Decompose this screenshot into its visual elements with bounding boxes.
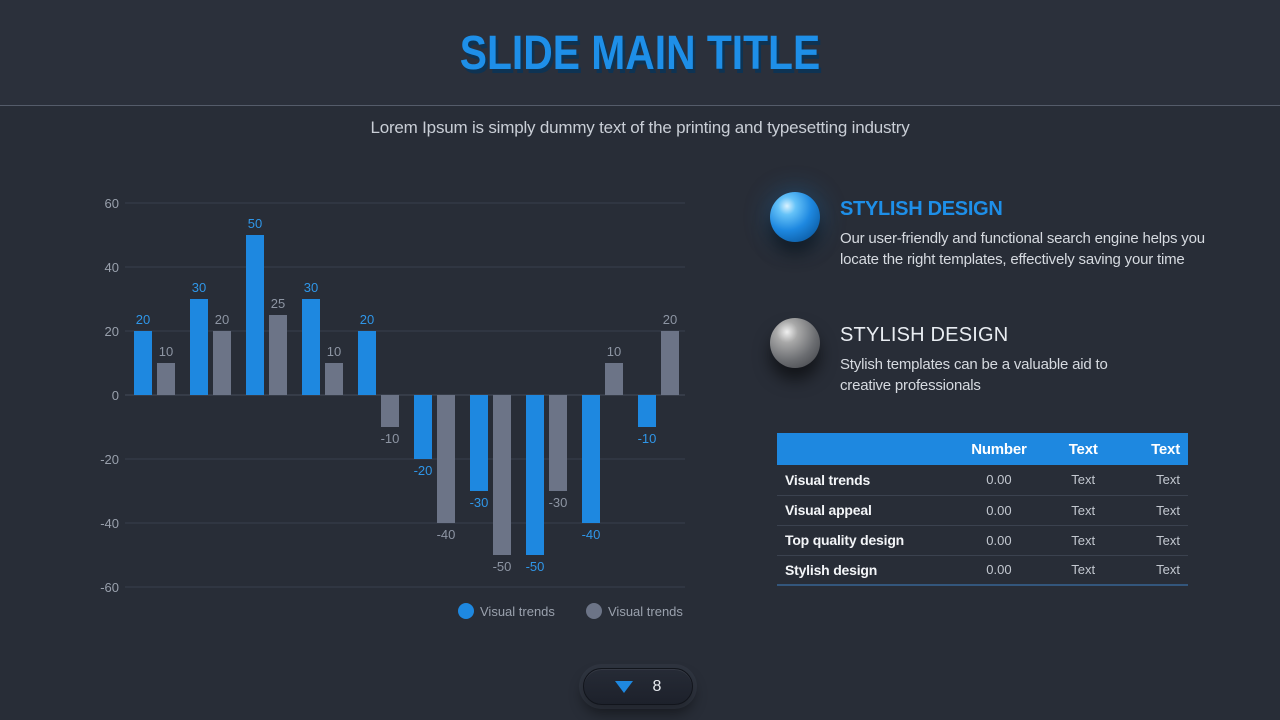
bar-value-label: -30: [470, 495, 489, 510]
y-tick-label: -40: [100, 516, 119, 531]
feature-body: Stylish templates can be a valuable aid …: [840, 356, 1108, 395]
row-label: Visual appeal: [777, 495, 950, 526]
chart-bar: [246, 235, 264, 395]
chart-bar: [638, 395, 656, 427]
table-header-cell: [777, 433, 950, 465]
chart-bar: [414, 395, 432, 459]
legend-swatch: [586, 603, 602, 619]
legend-label: Visual trends: [608, 604, 683, 619]
blue-sphere-icon: [770, 192, 820, 242]
chart-bar: [661, 331, 679, 395]
gray-sphere-icon: [770, 318, 820, 368]
row-text: Text: [1118, 495, 1188, 526]
row-number: 0.00: [949, 525, 1049, 556]
chart-bar: [470, 395, 488, 491]
bar-value-label: 10: [159, 344, 173, 359]
bar-value-label: -40: [437, 527, 456, 542]
row-number: 0.00: [949, 495, 1049, 526]
row-text: Text: [1118, 525, 1188, 556]
bar-value-label: -30: [549, 495, 568, 510]
bar-value-label: -10: [638, 431, 657, 446]
bar-chart: 60 40 20 0 -20 -40 -60 20 30 50 30 20 -20 -30 -50 -40 -1…: [100, 196, 685, 619]
page-nav-button[interactable]: 8: [583, 668, 693, 705]
chart-bar: [605, 363, 623, 395]
legend-label: Visual trends: [480, 604, 555, 619]
chart-bar: [134, 331, 152, 395]
bar-value-label: 50: [248, 216, 262, 231]
bar-value-label: -20: [414, 463, 433, 478]
bar-value-label: -10: [381, 431, 400, 446]
bar-value-label: 20: [360, 312, 374, 327]
y-tick-label: 20: [105, 324, 119, 339]
row-number: 0.00: [949, 555, 1049, 586]
y-tick-label: -20: [100, 452, 119, 467]
feature-body: Our user-friendly and functional search …: [840, 230, 1205, 269]
chart-bar: [325, 363, 343, 395]
table-row: Stylish design 0.00 Text Text: [777, 555, 1188, 586]
bar-value-label: -50: [493, 559, 512, 574]
table-header-cell: Text: [1118, 433, 1188, 465]
chart-bar: [190, 299, 208, 395]
chart-bar: [381, 395, 399, 427]
row-label: Top quality design: [777, 525, 950, 556]
chart-bar: [157, 363, 175, 395]
table-row: Top quality design 0.00 Text Text: [777, 525, 1188, 556]
y-tick-label: 40: [105, 260, 119, 275]
y-tick-label: 60: [105, 196, 119, 211]
bar-value-label: 20: [215, 312, 229, 327]
bar-value-label: 10: [607, 344, 621, 359]
table-header-row: Number Text Text: [777, 433, 1188, 465]
row-text: Text: [1048, 525, 1119, 556]
bar-value-label: 30: [304, 280, 318, 295]
feature-block-2: STYLISH DESIGN Stylish templates can be …: [770, 318, 1240, 397]
chart-bar: [302, 299, 320, 395]
chart-bar: [358, 331, 376, 395]
bar-value-label: 30: [192, 280, 206, 295]
table-header-cell: Number: [949, 433, 1049, 465]
bar-value-label: 20: [136, 312, 150, 327]
bar-value-label: -50: [526, 559, 545, 574]
y-tick-label: -60: [100, 580, 119, 595]
feature-title: STYLISH DESIGN: [840, 324, 1009, 346]
feature-text: STYLISH DESIGN Our user-friendly and fun…: [840, 192, 1240, 271]
bar-value-label: -40: [582, 527, 601, 542]
table-header-cell: Text: [1048, 433, 1119, 465]
page-number: 8: [652, 677, 662, 695]
row-text: Text: [1048, 465, 1119, 496]
feature-text: STYLISH DESIGN Stylish templates can be …: [840, 318, 1150, 397]
chart-bar: [526, 395, 544, 555]
slide-subtitle: Lorem Ipsum is simply dummy text of the …: [370, 118, 910, 137]
row-label: Stylish design: [777, 555, 950, 586]
down-triangle-icon: [614, 680, 633, 693]
slide-title: SLIDE MAIN TITLE: [459, 27, 821, 80]
feature-block-1: STYLISH DESIGN Our user-friendly and fun…: [770, 192, 1240, 271]
row-number: 0.00: [949, 465, 1049, 496]
chart-bar: [269, 315, 287, 395]
data-table: Number Text Text Visual trends 0.00 Text…: [777, 433, 1188, 586]
y-tick-label: 0: [112, 388, 119, 403]
bar-value-label: 20: [663, 312, 677, 327]
legend-swatch: [458, 603, 474, 619]
chart-bar: [437, 395, 455, 523]
chart-bar: [493, 395, 511, 555]
bar-value-label: 10: [327, 344, 341, 359]
bar-value-label: 25: [271, 296, 285, 311]
table-row: Visual appeal 0.00 Text Text: [777, 495, 1188, 526]
row-text: Text: [1048, 495, 1119, 526]
row-text: Text: [1118, 555, 1188, 586]
table-row: Visual trends 0.00 Text Text: [777, 465, 1188, 496]
chart-bar: [549, 395, 567, 491]
chart-bar: [582, 395, 600, 523]
slide-header: SLIDE MAIN TITLE: [0, 0, 1280, 106]
row-label: Visual trends: [777, 465, 950, 496]
row-text: Text: [1048, 555, 1119, 586]
feature-title: STYLISH DESIGN: [840, 198, 1003, 220]
chart-bar: [213, 331, 231, 395]
row-text: Text: [1118, 465, 1188, 496]
